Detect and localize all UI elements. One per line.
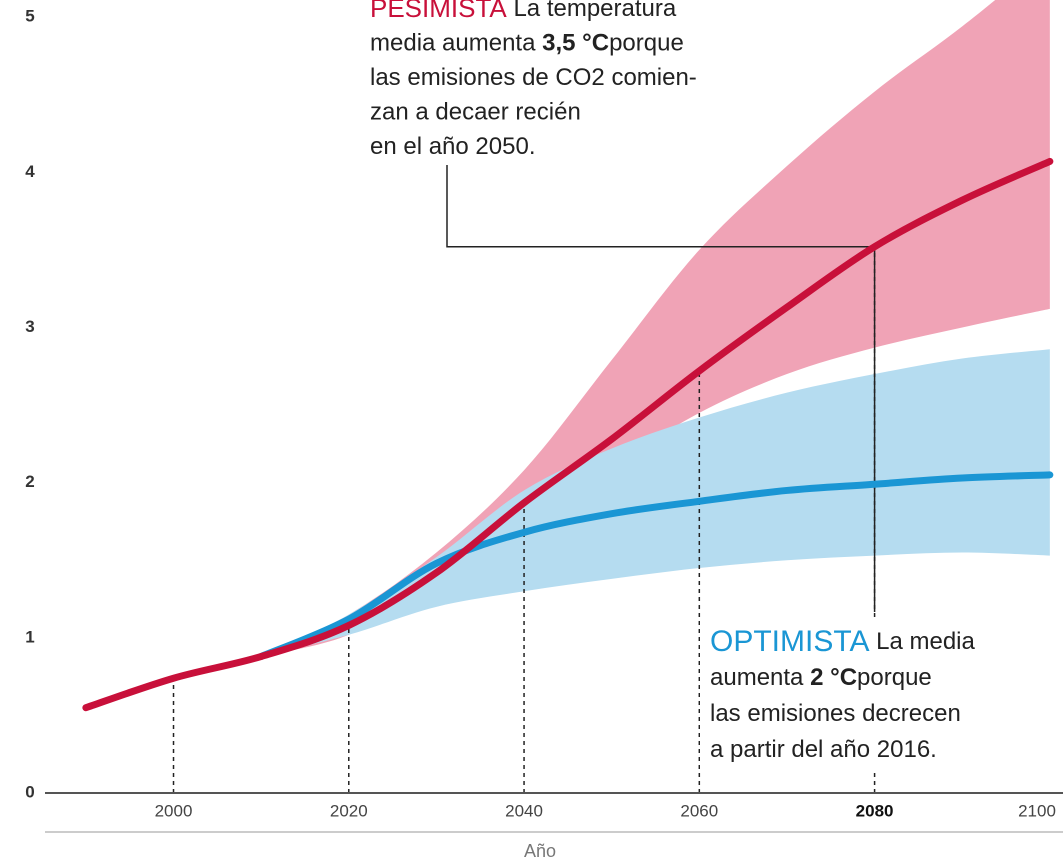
bands: [261, 0, 1050, 657]
annotation-label: PESIMISTA: [370, 0, 507, 23]
y-tick-label: 5: [25, 7, 34, 26]
line: [82, 157, 1054, 712]
annotation-text: La temperatura: [513, 0, 676, 22]
x-tick-label: 2080: [856, 801, 894, 820]
annotation-text: zan a decaer recién: [370, 99, 581, 126]
axes: 0 1 2 3 4 5 2000 2020 2040 2060 2080 2100 Año: [25, 7, 1063, 861]
annotation-bg: [350, 0, 765, 125]
pointer-line: [446, 165, 875, 248]
x-tick-label: 2100: [1018, 801, 1056, 820]
y-tick-label: 4: [25, 162, 35, 181]
annotation-text: La media: [876, 628, 975, 655]
annotation-text: en el año 2050.: [370, 133, 535, 160]
annotation-line: zan a decaer recién: [370, 99, 581, 126]
x-tick-label: 2020: [330, 801, 368, 820]
x-tick-label: 2060: [680, 801, 718, 820]
annotation-text: a partir del año 2016.: [710, 736, 937, 763]
band: [261, 0, 1050, 657]
y-tick-label: 2: [25, 472, 34, 491]
annotation-bg: [700, 620, 1063, 770]
annotation-text: aumenta: [710, 664, 810, 691]
annotation-line: a partir del año 2016.: [710, 736, 937, 763]
lines: [82, 157, 1054, 712]
annotation-line: las emisiones decrecen: [710, 700, 961, 727]
annotation-text: porque: [609, 30, 684, 57]
band: [261, 349, 1050, 657]
line: [257, 471, 1054, 660]
x-tick-label: 2040: [505, 801, 543, 820]
annotation-text: media aumenta: [370, 30, 542, 57]
annotation-line: aumenta 2 °Cporque: [710, 664, 932, 691]
annotation-line: las emisiones de CO2 comien-: [370, 64, 697, 91]
y-tick-label: 0: [25, 783, 34, 802]
annotation-line: OPTIMISTA La media: [710, 625, 976, 658]
annotation-text: las emisiones de CO2 comien-: [370, 64, 697, 91]
annotation-text: porque: [857, 664, 932, 691]
annotation-line: PESIMISTA La temperatura: [370, 0, 677, 23]
annotation-text: las emisiones decrecen: [710, 700, 961, 727]
y-tick-label: 3: [25, 317, 34, 336]
annotation-line: media aumenta 3,5 °Cporque: [370, 30, 684, 57]
annotations: PESIMISTA La temperatura media aumenta 3,…: [350, 0, 1063, 770]
annotation-label: OPTIMISTA: [710, 625, 869, 658]
annotation-text: 2 °C: [810, 664, 857, 691]
annotation-line: en el año 2050.: [370, 133, 535, 160]
x-axis-label: Año: [524, 841, 556, 861]
annotation-text: 3,5 °C: [542, 30, 609, 57]
y-tick-label: 1: [25, 627, 34, 646]
x-tick-label: 2000: [155, 801, 193, 820]
